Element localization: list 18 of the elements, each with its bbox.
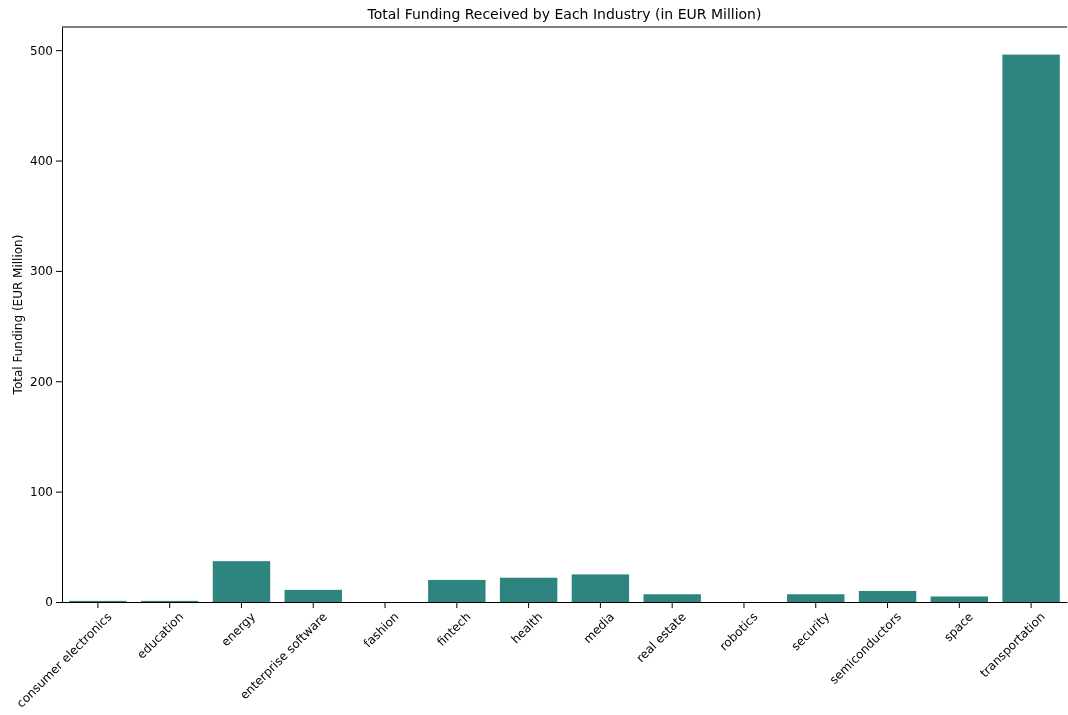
bar [930, 596, 989, 602]
y-tick-label: 400 [30, 153, 53, 168]
bar [643, 594, 701, 602]
y-tick-label: 300 [30, 264, 53, 279]
bar [787, 594, 845, 602]
bar [858, 590, 917, 602]
y-tick-label: 500 [30, 43, 53, 58]
bar [284, 589, 342, 602]
bar [571, 574, 630, 602]
y-tick-label: 0 [45, 595, 53, 610]
y-axis-title: Total Funding (EUR Million) [11, 234, 25, 396]
y-tick-label: 200 [30, 374, 53, 389]
bar [428, 579, 486, 602]
bar [1002, 54, 1060, 602]
chart-title: Total Funding Received by Each Industry (in EUR Million) [366, 6, 762, 22]
bar [212, 561, 271, 602]
bar [499, 577, 558, 602]
y-tick-label: 100 [30, 484, 53, 499]
